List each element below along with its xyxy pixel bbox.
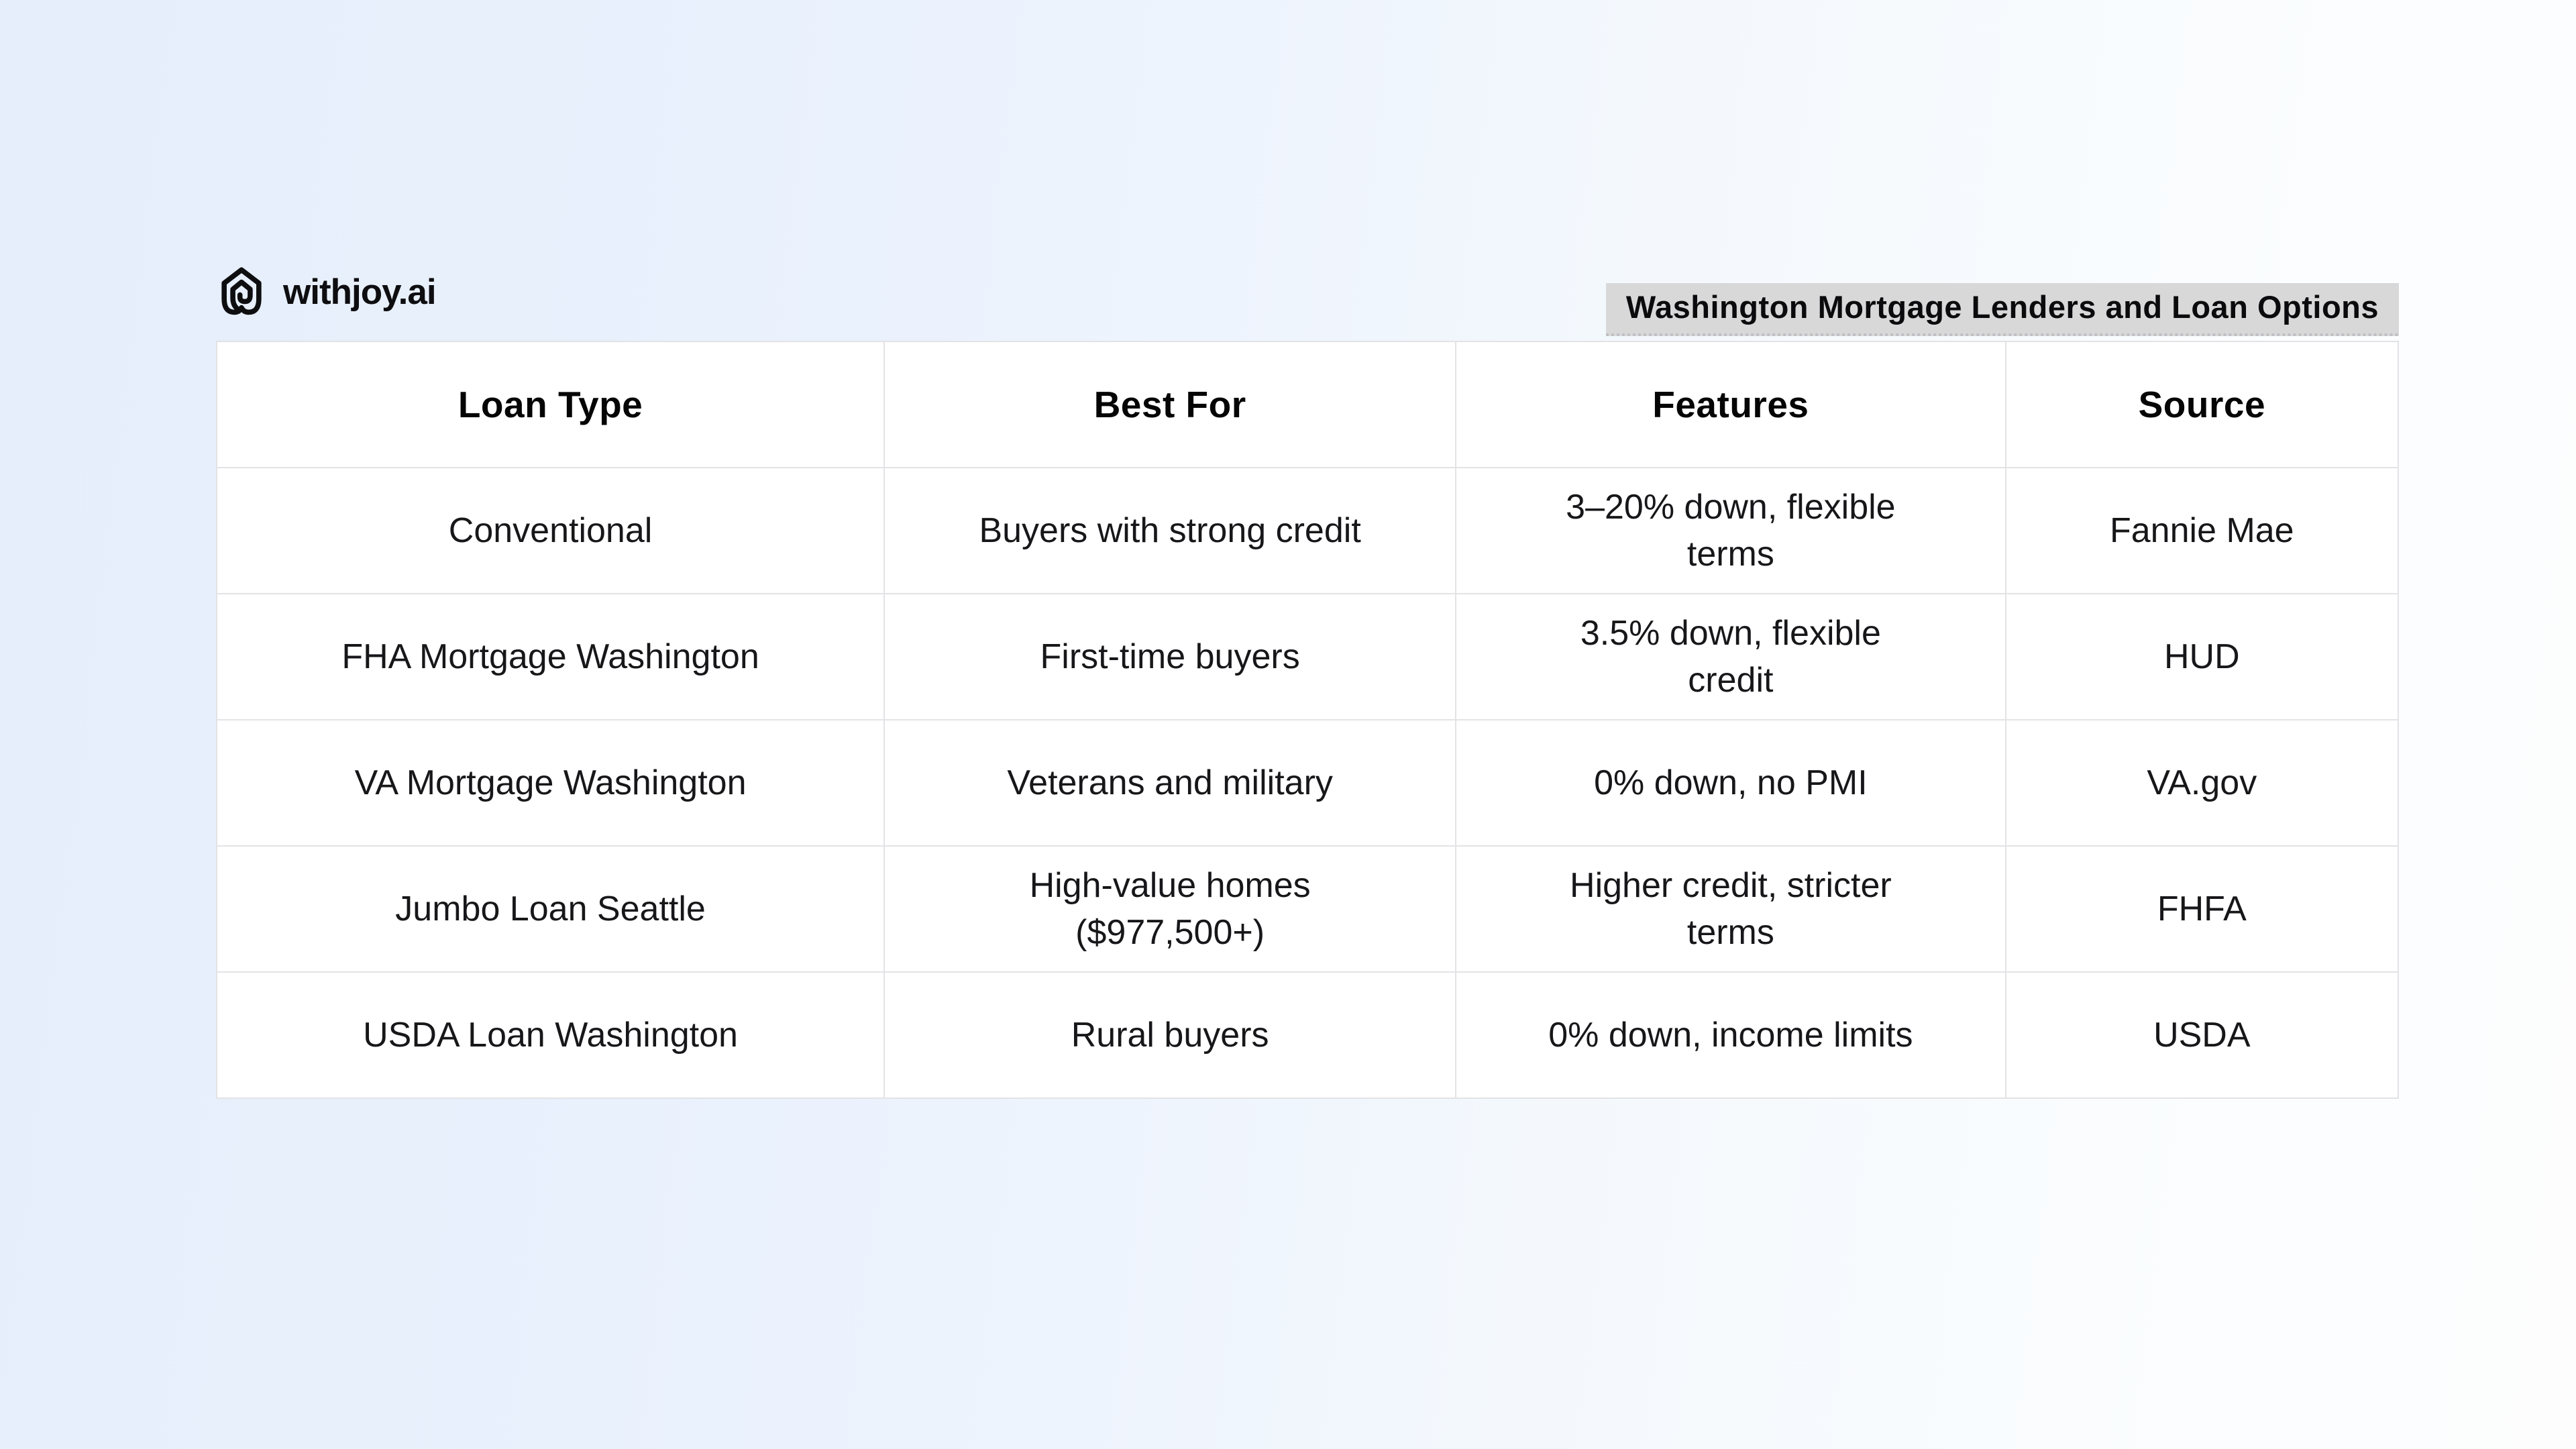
cell-features: 3–20% down, flexible terms: [1455, 467, 2006, 594]
cell-best-for: First-time buyers: [883, 593, 1457, 720]
withjoy-house-heart-icon: [221, 267, 262, 315]
page-title: Washington Mortgage Lenders and Loan Opt…: [1605, 283, 2399, 336]
table-row: Conventional Buyers with strong credit 3…: [215, 467, 2400, 594]
cell-features: 0% down, no PMI: [1455, 719, 2006, 847]
table-row: USDA Loan Washington Rural buyers 0% dow…: [215, 971, 2400, 1099]
cell-loan-type: USDA Loan Washington: [215, 971, 885, 1099]
table-row: VA Mortgage Washington Veterans and mili…: [215, 719, 2400, 847]
table-header-row: Loan Type Best For Features Source: [215, 341, 2400, 468]
brand-logo: withjoy.ai: [216, 263, 437, 321]
loan-options-table: Loan Type Best For Features Source Conve…: [215, 341, 2400, 1099]
cell-source: HUD: [2004, 593, 2400, 720]
cell-best-for: Buyers with strong credit: [883, 467, 1457, 594]
table-row: FHA Mortgage Washington First-time buyer…: [215, 593, 2400, 720]
cell-loan-type: FHA Mortgage Washington: [215, 593, 885, 720]
cell-features: 3.5% down, flexible credit: [1455, 593, 2006, 720]
cell-source: USDA: [2004, 971, 2400, 1099]
cell-loan-type: VA Mortgage Washington: [215, 719, 885, 847]
column-header-source: Source: [2004, 341, 2400, 468]
table-row: Jumbo Loan Seattle High-value homes ($97…: [215, 845, 2400, 973]
column-header-loan-type: Loan Type: [215, 341, 885, 468]
cell-best-for: Rural buyers: [883, 971, 1457, 1099]
cell-loan-type: Conventional: [215, 467, 885, 594]
cell-features: Higher credit, stricter terms: [1455, 845, 2006, 973]
brand-name: withjoy.ai: [283, 272, 437, 312]
cell-loan-type: Jumbo Loan Seattle: [215, 845, 885, 973]
cell-best-for: Veterans and military: [883, 719, 1457, 847]
cell-source: Fannie Mae: [2004, 467, 2400, 594]
column-header-features: Features: [1455, 341, 2006, 468]
cell-features: 0% down, income limits: [1455, 971, 2006, 1099]
cell-source: FHFA: [2004, 845, 2400, 973]
cell-source: VA.gov: [2004, 719, 2400, 847]
column-header-best-for: Best For: [883, 341, 1457, 468]
cell-best-for: High-value homes ($977,500+): [883, 845, 1457, 973]
